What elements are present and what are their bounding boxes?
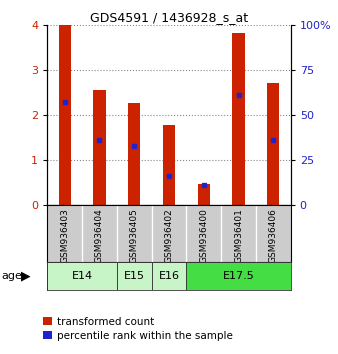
Bar <box>163 125 175 205</box>
Title: GDS4591 / 1436928_s_at: GDS4591 / 1436928_s_at <box>90 11 248 24</box>
Text: E14: E14 <box>72 271 93 281</box>
Bar <box>186 262 291 290</box>
Text: GSM936404: GSM936404 <box>95 208 104 263</box>
Bar <box>117 262 152 290</box>
Text: ▶: ▶ <box>21 270 30 282</box>
Bar <box>58 25 71 205</box>
Text: E17.5: E17.5 <box>223 271 255 281</box>
Text: GSM936405: GSM936405 <box>130 208 139 263</box>
Bar <box>198 184 210 205</box>
Text: age: age <box>2 271 23 281</box>
Bar <box>267 84 280 205</box>
Text: E15: E15 <box>124 271 145 281</box>
Bar <box>93 90 105 205</box>
Legend: transformed count, percentile rank within the sample: transformed count, percentile rank withi… <box>39 313 237 345</box>
Text: GSM936401: GSM936401 <box>234 208 243 263</box>
Text: GSM936400: GSM936400 <box>199 208 208 263</box>
Text: GSM936403: GSM936403 <box>60 208 69 263</box>
Text: E16: E16 <box>159 271 179 281</box>
Bar <box>233 33 245 205</box>
Bar <box>128 103 140 205</box>
Bar <box>47 262 117 290</box>
Bar <box>152 262 186 290</box>
Text: GSM936406: GSM936406 <box>269 208 278 263</box>
Text: GSM936402: GSM936402 <box>165 208 173 263</box>
